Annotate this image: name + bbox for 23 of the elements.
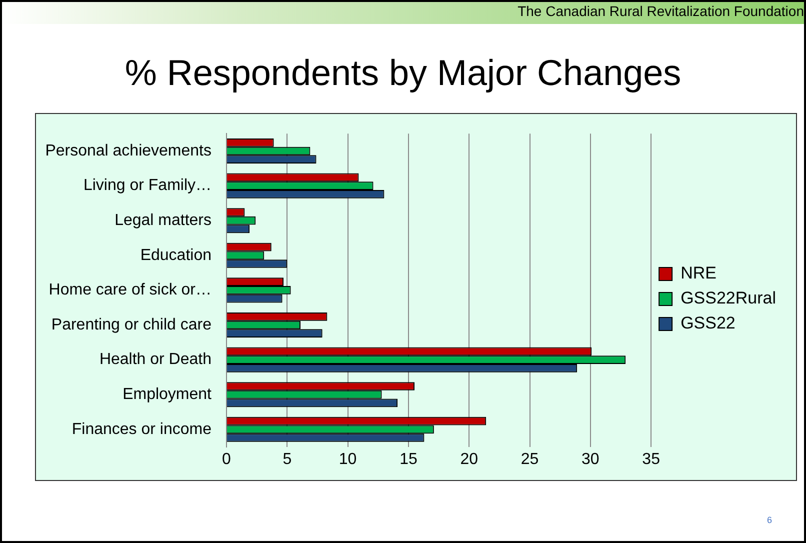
y-tick-label: Health or Death (99, 351, 212, 368)
text: The Canadian Rural Revitalization Foundation (518, 3, 804, 19)
y-tick-label: Employment (122, 386, 212, 404)
x-tick-label: 10 (338, 450, 357, 468)
x-tick-label: 5 (282, 450, 292, 468)
y-tick-label: Living or Family… (83, 177, 212, 194)
x-tick-label: 25 (520, 450, 539, 468)
x-tick-label: 30 (582, 450, 600, 468)
legend-label: GSS22Rural (680, 288, 776, 308)
text: 6 (766, 515, 772, 525)
y-tick-label: Finances or income (72, 420, 212, 438)
y-tick-label: Personal achievements (45, 142, 212, 160)
x-tick-label: 20 (460, 450, 478, 468)
legend-label: GSS22 (680, 314, 736, 333)
x-tick-label: 0 (222, 450, 232, 468)
y-tick-label: Education (140, 246, 212, 264)
y-tick-label: Legal matters (114, 212, 212, 230)
chart-title: % Respondents by Major Changes (124, 52, 682, 94)
y-tick-label: Parenting or child care (51, 316, 212, 334)
y-tick-label: Home care of sick or… (48, 282, 212, 299)
legend-label: NRE (680, 264, 716, 283)
x-tick-label: 35 (642, 450, 660, 468)
x-tick-label: 15 (400, 450, 418, 468)
